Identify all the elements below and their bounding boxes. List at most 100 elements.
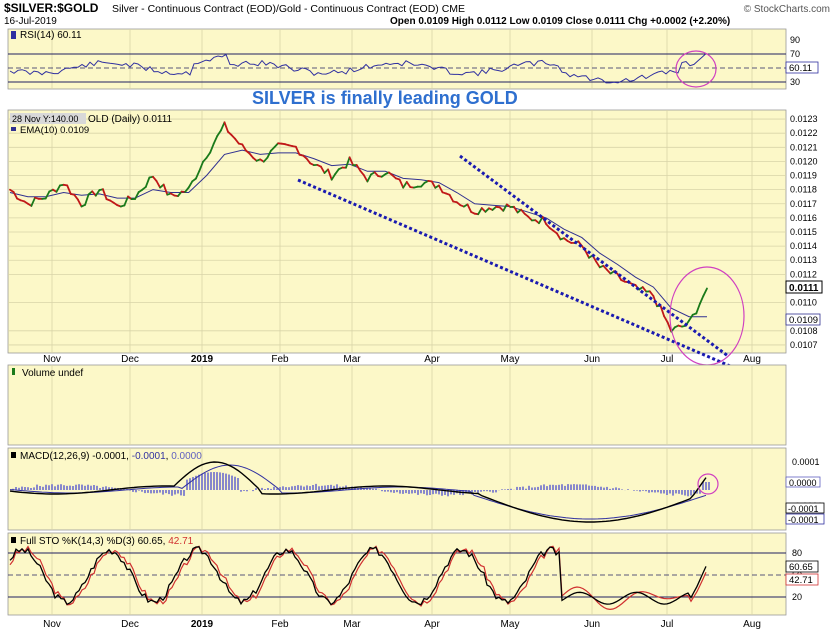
rsi-tick-90: 90 <box>790 35 800 45</box>
macd-hist-bar-138 <box>426 490 428 496</box>
macd-hist-bar-127 <box>393 490 395 493</box>
macd-highlight-circle <box>697 473 719 495</box>
macd-line-tag-box <box>785 502 825 514</box>
macd-hist-bar-139 <box>429 490 431 495</box>
macd-hist-bar-68 <box>216 472 218 490</box>
macd-hist-bar-225 <box>687 490 689 497</box>
macd-hist-bar-154 <box>474 490 476 492</box>
macd-hist-bar-100 <box>312 485 314 490</box>
price-segment-142 <box>513 205 519 214</box>
price-segment-183 <box>659 304 665 318</box>
macd-hist-bar-66 <box>210 472 212 490</box>
price-segment-101 <box>366 173 372 183</box>
macd-hist-bar-231 <box>705 482 707 490</box>
macd-hist-bar-194 <box>594 485 596 490</box>
macd-hist-bar-3 <box>21 486 23 490</box>
price-segment-90 <box>327 168 333 181</box>
macd-hist-bar-212 <box>648 490 650 493</box>
macd-hist-bar-153 <box>471 490 473 495</box>
month-label-price-months-0: Nov <box>43 354 61 365</box>
price-segment-73 <box>266 149 272 159</box>
price-segment-61 <box>223 121 229 133</box>
month-label-sto-months-6: May <box>501 619 520 630</box>
price-tick-2: 0.0121 <box>790 142 818 152</box>
sto-k-line <box>9 546 707 606</box>
month-label-price-months-8: Jul <box>661 354 674 365</box>
sto-k-tag: 60.65 <box>789 562 813 573</box>
price-tick-9: 0.0114 <box>790 241 817 251</box>
macd-hist-bar-143 <box>441 490 443 496</box>
macd-hist-bar-171 <box>525 488 527 490</box>
price-segment-162 <box>584 250 590 259</box>
rsi-tick-30: 30 <box>790 77 800 87</box>
macd-hist-bar-19 <box>69 485 71 490</box>
macd-hist-bar-103 <box>321 485 323 490</box>
macd-hist-bar-51 <box>165 490 167 494</box>
macd-hist-bar-62 <box>198 474 200 490</box>
macd-hist-bar-11 <box>45 484 47 490</box>
macd-hist-bar-163 <box>501 489 503 490</box>
price-segment-98 <box>355 164 362 172</box>
price-segment-41 <box>152 175 158 182</box>
price-segment-57 <box>209 142 215 154</box>
macd-line <box>9 461 707 523</box>
price-tooltip-box <box>10 113 86 124</box>
price-segment-95 <box>345 156 351 169</box>
price-segment-194 <box>699 294 705 305</box>
price-tooltip: 28 Nov Y:140.00 <box>12 114 78 124</box>
macd-hist-bar-201 <box>615 487 617 490</box>
macd-hist-bar-182 <box>558 484 560 490</box>
price-segment-2 <box>12 191 19 200</box>
price-segment-33 <box>123 195 129 207</box>
macd-hist-bar-12 <box>48 485 50 490</box>
macd-hist-bar-42 <box>138 490 140 491</box>
macd-hist-bar-198 <box>606 486 608 490</box>
macd-hist-bar-106 <box>330 484 332 490</box>
price-tick-1: 0.0122 <box>790 128 818 138</box>
macd-hist-bar-119 <box>369 488 371 490</box>
macd-hist-bar-131 <box>405 490 407 494</box>
macd-hist-bar-27 <box>93 485 95 490</box>
volume-panel <box>7 364 787 446</box>
macd-line-tag: -0.0001 <box>788 504 819 514</box>
month-label-price-months-3: Feb <box>271 354 289 365</box>
macd-hist-bar-132 <box>408 490 410 494</box>
macd-hist-bar-118 <box>366 487 368 490</box>
macd-hist-bar-104 <box>324 485 326 490</box>
macd-hist-bar-179 <box>549 484 551 490</box>
macd-hist-bar-64 <box>204 473 206 490</box>
macd-hist-bar-120 <box>372 488 374 490</box>
macd-signal-tag-box <box>785 513 825 525</box>
macd-hist-bar-71 <box>225 473 227 490</box>
macd-hist-bar-181 <box>555 485 557 490</box>
macd-hist-bar-15 <box>57 484 59 490</box>
price-tick-5: 0.0118 <box>790 185 817 195</box>
brand-logo: © StockCharts.com <box>744 4 830 15</box>
svg-text:Full STO %K(14,3) %D(3) 60.65,: Full STO %K(14,3) %D(3) 60.65, 42.71 <box>20 536 194 547</box>
price-segment-195 <box>702 287 708 297</box>
macd-hist-bar-200 <box>612 488 614 490</box>
macd-hist-bar-124 <box>384 490 386 492</box>
price-segment-58 <box>212 134 219 145</box>
price-tick-13: 0.0108 <box>790 326 818 336</box>
price-segment-184 <box>663 315 669 324</box>
macd-hist-bar-86 <box>270 488 272 490</box>
macd-hist-bar-80 <box>252 490 254 492</box>
macd-hist-bar-166 <box>510 488 512 490</box>
price-segment-91 <box>330 172 337 181</box>
macd-hist-bar-105 <box>327 485 329 490</box>
macd-hist-bar-219 <box>669 490 671 494</box>
price-last-tag-box <box>785 280 823 294</box>
macd-hist-bar-164 <box>504 489 506 490</box>
macd-hist-bar-90 <box>282 486 284 490</box>
macd-hist-bar-70 <box>222 472 224 490</box>
price-segment-191 <box>688 313 694 322</box>
chart-description: Silver - Continuous Contract (EOD)/Gold … <box>112 3 465 15</box>
macd-hist-bar-5 <box>27 487 29 490</box>
macd-hist-bar-226 <box>690 490 692 496</box>
macd-hist-bar-168 <box>516 486 518 490</box>
macd-hist-bar-174 <box>534 487 536 490</box>
price-segment-88 <box>320 165 326 174</box>
macd-hist-bar-126 <box>390 490 392 493</box>
